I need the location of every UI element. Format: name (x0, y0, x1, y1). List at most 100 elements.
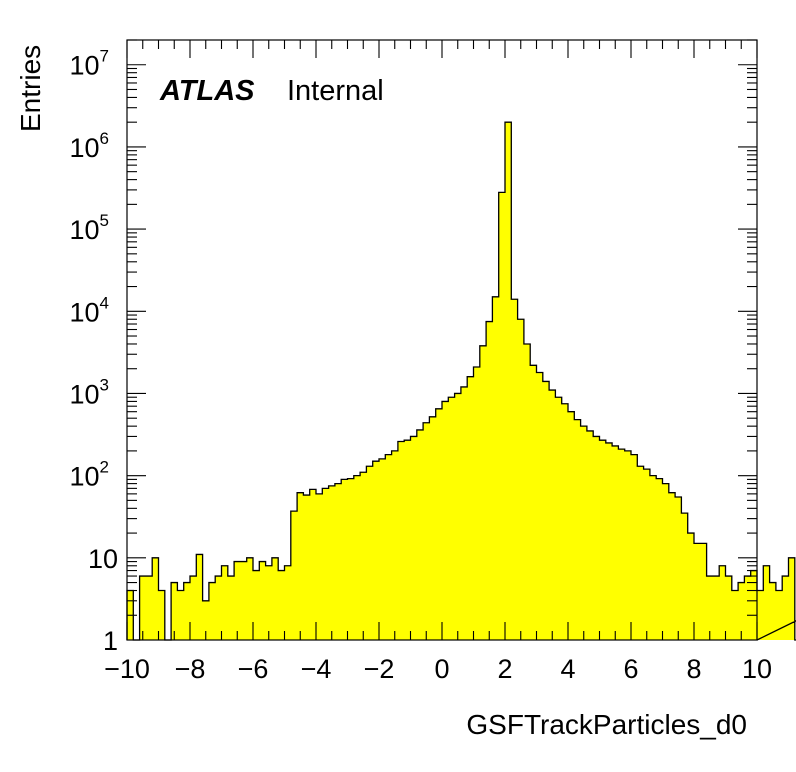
x-axis-title: GSFTrackParticles_d0 (466, 709, 747, 740)
histogram-bar (731, 590, 739, 640)
x-tick-label: 0 (434, 654, 449, 684)
histogram-bar (668, 492, 676, 640)
histogram-bar (637, 466, 644, 640)
histogram-bar (618, 449, 626, 640)
histogram-bar (687, 533, 695, 640)
histogram-bar (303, 495, 311, 640)
internal-label: Internal (287, 75, 384, 107)
histogram-bar (385, 454, 392, 640)
histogram-bar (675, 496, 682, 640)
histogram-bar (643, 469, 651, 640)
histogram-bar (788, 557, 796, 640)
histogram-bar (782, 576, 789, 640)
histogram-bar (259, 561, 266, 640)
y-tick-labels: 1 10 102 103 104 105 106 107 (69, 47, 118, 656)
histogram-bar (416, 429, 424, 640)
x-tick-label: 4 (560, 654, 575, 684)
histogram-bar (479, 345, 487, 640)
histogram-bar (757, 590, 764, 640)
histogram-bar (517, 319, 525, 640)
histogram-bar (372, 461, 380, 640)
histogram-bar (706, 576, 714, 640)
histogram-bar (460, 386, 468, 640)
histogram-bar (505, 122, 512, 641)
histogram-bar (750, 570, 758, 640)
y-tick-label: 1 (103, 626, 118, 656)
histogram-bar (208, 582, 216, 640)
histogram-bar (397, 441, 405, 640)
histogram-bar (561, 403, 569, 640)
histogram-bar (353, 475, 361, 640)
histogram-bars (126, 121, 796, 641)
histogram-bar (435, 408, 443, 640)
atlas-label: ATLAS (159, 75, 255, 107)
x-tick-label: 8 (686, 654, 701, 684)
histogram-bar (498, 192, 506, 640)
histogram-bar (700, 543, 707, 640)
histogram-bar (769, 582, 777, 640)
histogram-bar (284, 565, 292, 640)
histogram-bar (448, 397, 455, 640)
y-axis-title: Entries (15, 45, 46, 132)
axis-ticks (126, 39, 758, 641)
histogram-bar (334, 483, 342, 640)
histogram-bar (649, 475, 657, 640)
histogram-bar (309, 489, 317, 640)
x-tick-label: −10 (104, 654, 150, 684)
histogram-bar (511, 299, 518, 640)
y-tick-label: 104 (69, 293, 109, 327)
histogram-bar (574, 419, 581, 640)
histogram-bar (738, 582, 745, 640)
histogram-bar (612, 445, 619, 640)
histogram-bar (719, 565, 726, 640)
histogram-bar (215, 576, 222, 640)
histogram-bar (725, 576, 733, 640)
histogram-bar (360, 472, 367, 640)
histogram-bar (240, 561, 248, 640)
y-tick-label: 107 (69, 47, 109, 81)
histogram-bar (196, 554, 203, 640)
histogram-bar (190, 576, 197, 640)
histogram-bar (183, 582, 191, 640)
histogram-bar (227, 576, 235, 640)
x-tick-label: 10 (742, 654, 772, 684)
histogram-bar (694, 543, 701, 640)
histogram-bar (486, 321, 493, 640)
histogram-bar (580, 426, 588, 640)
histogram-bar (139, 576, 147, 640)
histogram-bar (454, 393, 462, 640)
y-tick-label: 106 (69, 129, 109, 163)
histogram-bar (631, 454, 638, 640)
histogram-bar (681, 513, 689, 640)
histogram-bar (555, 397, 563, 640)
histogram-bar (265, 565, 273, 640)
x-tick-label: −2 (364, 654, 395, 684)
histogram-bar (542, 381, 550, 640)
histogram-bar (467, 376, 474, 640)
histogram-bar (322, 488, 329, 640)
histogram-bar (379, 458, 386, 640)
histogram-bar (662, 483, 670, 640)
x-tick-labels: −10 −8 −6 −4 −2 0 2 4 6 8 10 (104, 654, 772, 684)
histogram-bar (158, 590, 166, 640)
histogram-bar (530, 365, 537, 640)
x-tick-label: −4 (301, 654, 332, 684)
histogram-bar (253, 570, 260, 640)
x-tick-label: −6 (238, 654, 269, 684)
histogram-bar (171, 582, 178, 640)
histogram-bar (278, 570, 285, 640)
histogram-bar (763, 565, 770, 640)
histogram-bar (473, 366, 481, 640)
histogram-bar (429, 416, 437, 640)
histogram-outline (126, 121, 796, 641)
histogram-bar (391, 450, 399, 640)
histogram-bar (523, 343, 531, 640)
histogram-bar (410, 436, 418, 640)
histogram-bar (624, 450, 632, 640)
histogram-bar (297, 492, 304, 640)
histogram-bar (712, 576, 720, 640)
histogram-bar (177, 590, 185, 640)
histogram-bar (775, 590, 783, 640)
histogram-bar (246, 557, 254, 640)
histogram-bar (404, 440, 411, 640)
